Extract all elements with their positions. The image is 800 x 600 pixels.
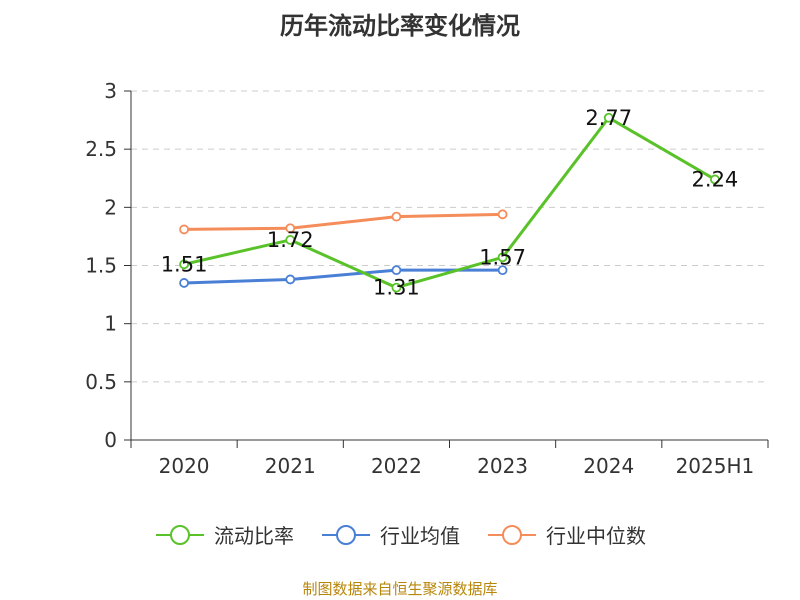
data-label: 2.77 [585, 106, 632, 130]
data-point [391, 282, 402, 293]
legend: 流动比率 行业均值 行业中位数 [0, 520, 800, 549]
legend-item-industry-mean[interactable]: 行业均值 [320, 520, 460, 549]
x-tick-label: 2020 [159, 454, 210, 478]
y-tick-label: 3 [104, 79, 117, 103]
y-tick-label: 0 [104, 428, 117, 452]
series-line [184, 212, 503, 231]
data-label: 1.31 [373, 276, 420, 300]
legend-item-industry-median[interactable]: 行业中位数 [486, 520, 646, 549]
data-source-note: 制图数据来自恒生聚源数据库 [302, 580, 498, 598]
y-tick-label: 2 [104, 195, 117, 219]
legend-swatch-current-ratio [156, 524, 204, 545]
data-point [710, 174, 720, 185]
x-tick-label: 2022 [371, 454, 422, 478]
y-tick-label: 1.5 [85, 254, 117, 278]
legend-label-industry-median: 行业中位数 [546, 524, 646, 548]
legend-item-current-ratio[interactable]: 流动比率 [154, 520, 294, 549]
data-label: 1.51 [161, 252, 208, 276]
data-point [179, 278, 189, 288]
series-line [184, 268, 503, 285]
legend-swatch-industry-mean [322, 524, 370, 545]
x-tick-label: 2025H1 [676, 454, 755, 478]
data-label: 1.57 [479, 245, 526, 269]
data-point [285, 235, 296, 245]
legend-label-industry-mean: 行业均值 [380, 524, 460, 548]
legend-label-current-ratio: 流动比率 [214, 524, 294, 548]
y-tick-label: 2.5 [85, 137, 117, 161]
data-point [391, 211, 402, 222]
data-point [179, 259, 189, 270]
data-point [497, 252, 508, 263]
series-line [183, 116, 716, 290]
data-point [603, 112, 614, 123]
data-label: 2.24 [692, 167, 739, 191]
data-label: 1.72 [267, 228, 314, 252]
legend-swatch-industry-median [488, 524, 536, 545]
chart-title: 历年流动比率变化情况 [280, 12, 520, 40]
x-tick-label: 2021 [265, 454, 316, 478]
y-tick-label: 0.5 [85, 370, 117, 394]
data-point [391, 265, 402, 276]
data-point [285, 223, 296, 234]
y-tick-label: 1 [104, 312, 117, 336]
x-tick-label: 2024 [583, 454, 634, 478]
data-point [285, 274, 296, 285]
data-point [179, 224, 189, 235]
data-point [497, 265, 508, 276]
data-point [497, 209, 508, 220]
x-tick-label: 2023 [477, 454, 528, 478]
